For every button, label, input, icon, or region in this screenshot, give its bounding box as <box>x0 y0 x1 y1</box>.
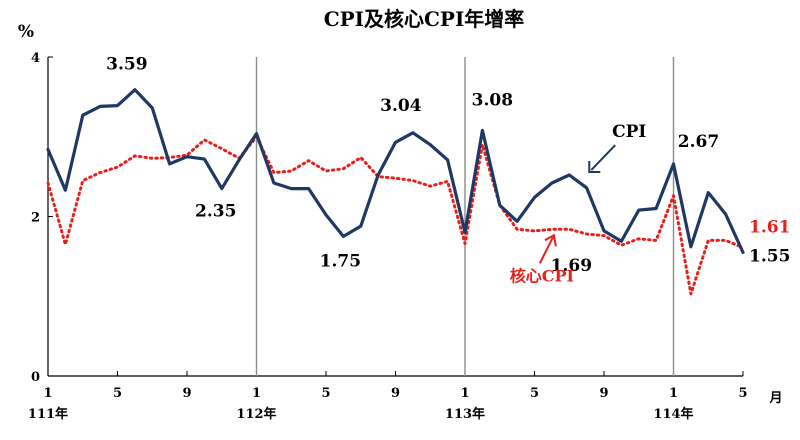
legend-core-cpi-arrow <box>538 236 554 264</box>
series-lines <box>46 88 745 296</box>
cpi-value-label: 3.04 <box>380 96 422 116</box>
chart-title: CPI及核心CPI年增率 <box>324 7 525 31</box>
year-separators <box>255 57 675 376</box>
x-tick-label: 1 <box>460 386 469 401</box>
x-tick-label: 9 <box>599 386 608 401</box>
legend: CPI 核心CPI <box>510 122 647 285</box>
x-tick-label: 5 <box>113 386 122 401</box>
x-tick-label: 1 <box>252 386 261 401</box>
x-tick-label: 9 <box>391 386 400 401</box>
cpi-value-label: 1.75 <box>320 251 361 271</box>
cpi-value-label: 2.67 <box>678 132 719 152</box>
cpi-series-line <box>46 88 745 254</box>
x-tick-label: 9 <box>182 386 191 401</box>
y-tick-label: 4 <box>31 51 40 66</box>
y-tick-label: 0 <box>31 370 40 385</box>
cpi-value-label: 2.35 <box>195 202 236 222</box>
legend-cpi-arrow <box>590 144 616 171</box>
cpi-value-label: 1.55 <box>749 246 790 266</box>
year-label: 114年 <box>653 406 693 422</box>
cpi-value-label: 3.59 <box>106 55 147 75</box>
year-label: 111年 <box>28 406 68 422</box>
cpi-value-label: 1.69 <box>551 256 592 276</box>
core-cpi-value-label: 1.61 <box>749 218 790 238</box>
x-tick-label: 5 <box>738 386 747 401</box>
x-tick-label: 5 <box>321 386 330 401</box>
y-tick-label: 2 <box>31 211 40 226</box>
y-axis-unit-label: % <box>18 22 34 42</box>
x-axis-unit-label: 月 <box>768 391 782 406</box>
year-label: 113年 <box>445 406 485 422</box>
axes: 0 2 4 1 5 9 1 5 9 1 5 9 1 5 111年 112年 113年 114年 <box>28 51 748 422</box>
data-labels: 3.59 2.35 1.75 3.04 3.08 1.69 2.67 1.55 1.61 <box>106 55 790 277</box>
core-cpi-series-line <box>46 135 745 296</box>
legend-core-cpi-label: 核心CPI <box>510 266 574 285</box>
legend-cpi-arrowhead <box>588 161 601 174</box>
x-tick-label: 5 <box>530 386 539 401</box>
x-tick-label: 1 <box>43 386 52 401</box>
legend-cpi-label: CPI <box>612 122 646 142</box>
legend-core-cpi-arrowhead <box>544 233 557 247</box>
cpi-value-label: 3.08 <box>472 90 513 110</box>
year-label: 112年 <box>236 406 276 422</box>
x-tick-label: 1 <box>669 386 678 401</box>
